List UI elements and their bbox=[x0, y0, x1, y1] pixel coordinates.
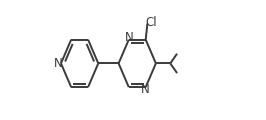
Text: N: N bbox=[124, 31, 133, 44]
Text: N: N bbox=[54, 57, 63, 70]
Text: Cl: Cl bbox=[146, 16, 157, 29]
Text: N: N bbox=[141, 83, 150, 96]
